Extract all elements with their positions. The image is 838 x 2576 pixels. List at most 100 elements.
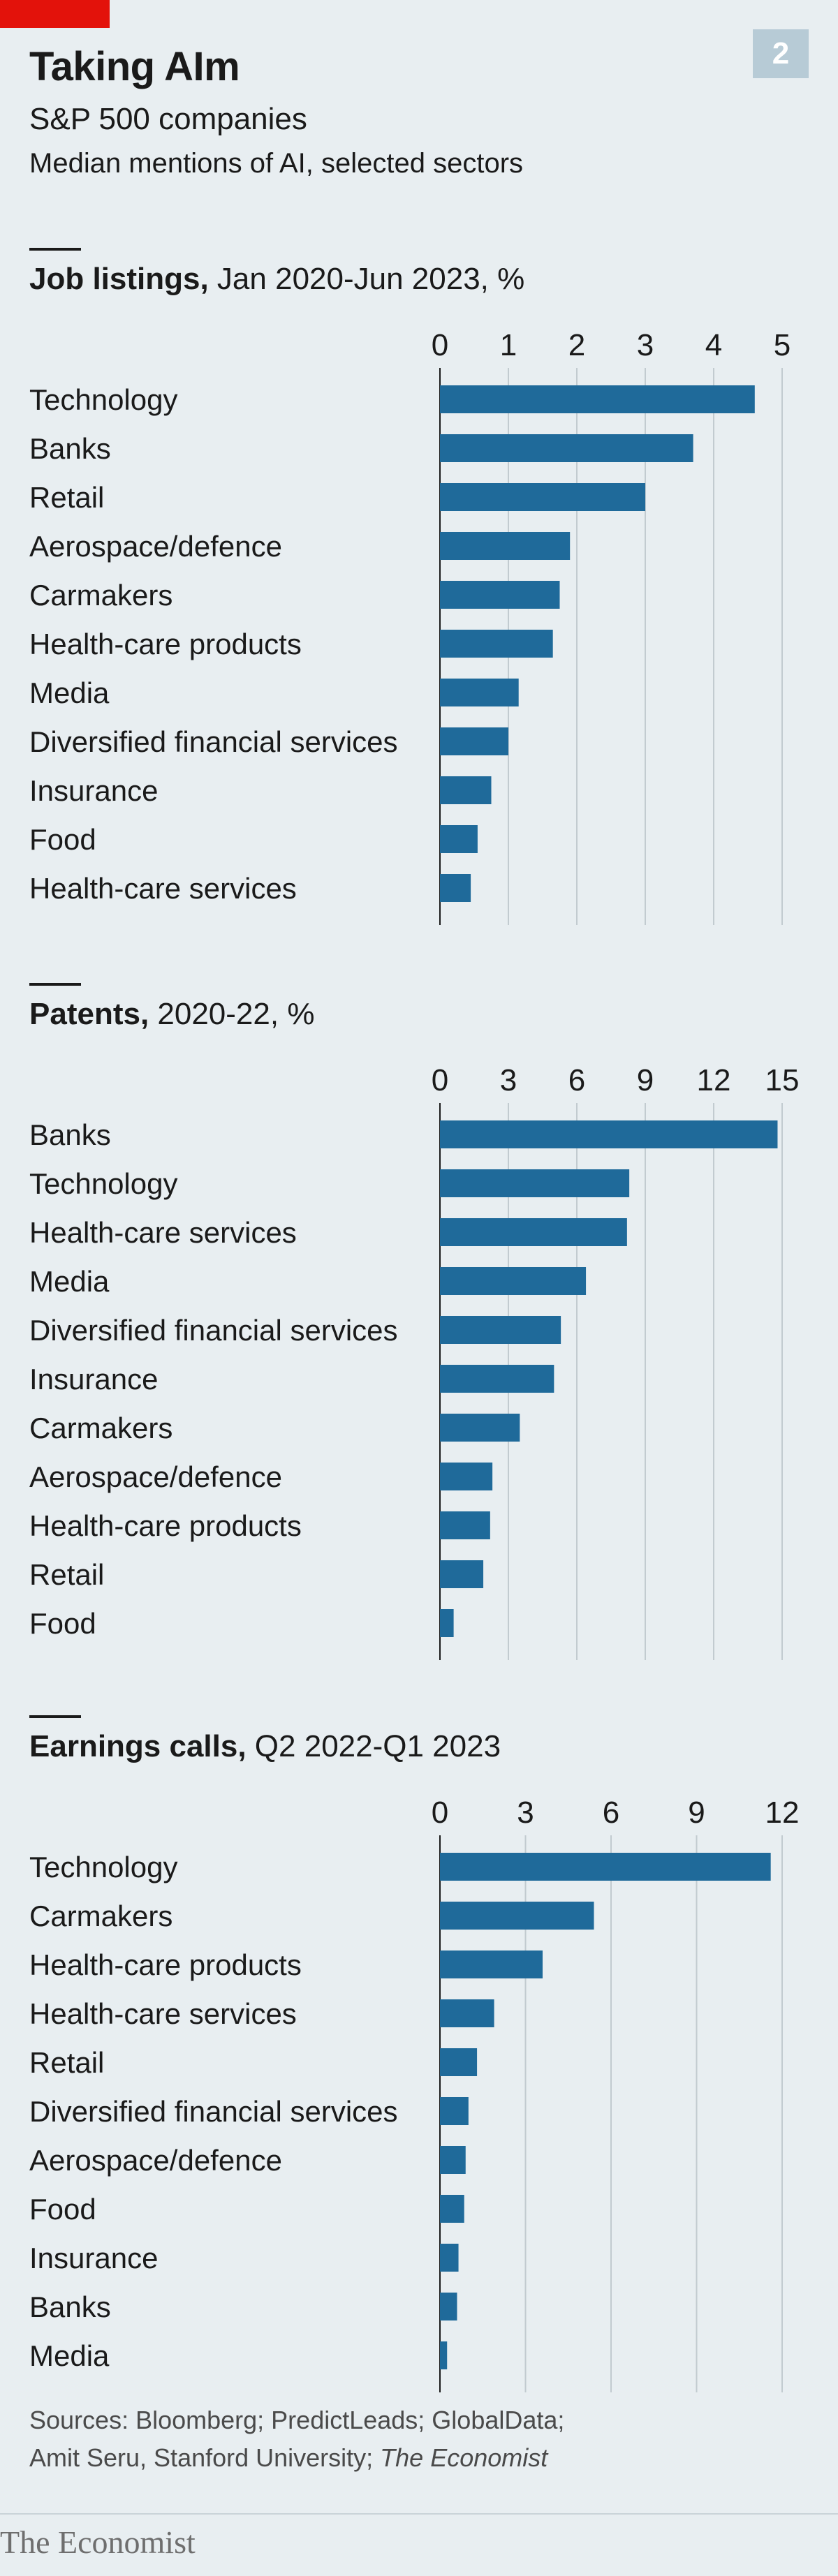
panel-title: Earnings calls, Q2 2022-Q1 2023 <box>29 1729 501 1764</box>
bar <box>440 1999 494 2027</box>
bar <box>440 2244 459 2272</box>
category-label: Food <box>29 2193 96 2226</box>
category-label: Media <box>29 1265 110 1298</box>
panel-rule <box>29 983 81 986</box>
category-label: Technology <box>29 383 177 416</box>
bar <box>440 2195 464 2223</box>
x-tick-label: 1 <box>500 328 517 362</box>
x-tick-label: 12 <box>765 1796 800 1830</box>
bar <box>440 2146 466 2174</box>
bar <box>440 1120 778 1148</box>
chart-subtitle: S&P 500 companies <box>29 102 307 136</box>
category-label: Aerospace/defence <box>29 1460 282 1493</box>
x-tick-label: 3 <box>517 1796 534 1830</box>
bar-chart-2: 0 3 6 9 12 15 Banks Technology Health-care servi… <box>29 1063 800 1660</box>
x-tick-label: 0 <box>432 328 448 362</box>
x-tick-label: 9 <box>637 1063 654 1097</box>
bar <box>440 1902 594 1930</box>
bar <box>440 385 755 413</box>
source-line-1: Sources: Bloomberg; PredictLeads; Global… <box>29 2406 565 2434</box>
panel-title-suffix: Jan 2020-Jun 2023, % <box>208 262 525 296</box>
category-label: Insurance <box>29 1363 158 1396</box>
bar <box>440 1853 771 1881</box>
x-tick-label: 3 <box>500 1063 517 1097</box>
chart-number-badge: 2 <box>753 29 809 78</box>
bar <box>440 776 492 804</box>
bar <box>440 630 553 658</box>
bar <box>440 1267 587 1295</box>
bar <box>440 1169 630 1197</box>
bar <box>440 2048 478 2076</box>
category-label: Carmakers <box>29 1900 172 1932</box>
bar <box>440 1365 554 1393</box>
x-tick-label: 3 <box>637 328 654 362</box>
category-label: Diversified financial services <box>29 1314 398 1347</box>
category-label: Banks <box>29 2290 111 2323</box>
panel-title-main: Patents, <box>29 997 149 1031</box>
category-label: Health-care services <box>29 872 297 905</box>
bar <box>440 1950 543 1978</box>
category-label: Diversified financial services <box>29 725 398 758</box>
x-tick-label: 6 <box>603 1796 619 1830</box>
x-tick-label: 4 <box>705 328 722 362</box>
bar <box>440 1316 561 1344</box>
category-label: Technology <box>29 1167 177 1200</box>
panel-rule <box>29 1715 81 1718</box>
x-tick-label: 5 <box>774 328 791 362</box>
category-label: Carmakers <box>29 1412 172 1444</box>
category-label: Carmakers <box>29 579 172 612</box>
panel-title: Patents, 2020-22, % <box>29 997 314 1032</box>
bar <box>440 483 645 511</box>
x-tick-label: 9 <box>688 1796 705 1830</box>
category-label: Retail <box>29 481 104 514</box>
bar <box>440 825 478 853</box>
category-label: Technology <box>29 1851 177 1883</box>
bar <box>440 1463 493 1490</box>
x-tick-label: 0 <box>432 1796 448 1830</box>
category-label: Health-care services <box>29 1216 297 1249</box>
bar <box>440 1414 520 1442</box>
category-label: Retail <box>29 1558 104 1591</box>
category-label: Health-care products <box>29 1948 302 1981</box>
x-tick-label: 12 <box>697 1063 731 1097</box>
bar <box>440 532 571 560</box>
bar <box>440 2293 457 2320</box>
category-label: Media <box>29 2339 110 2372</box>
panel-title-suffix: Q2 2022-Q1 2023 <box>246 1729 501 1763</box>
bar <box>440 1511 490 1539</box>
source-line-2: Amit Seru, Stanford University; The Econ… <box>29 2439 564 2477</box>
bar <box>440 2341 448 2369</box>
category-label: Food <box>29 823 96 856</box>
chart-description: Median mentions of AI, selected sectors <box>29 148 524 179</box>
panel-title-main: Job listings, <box>29 262 209 296</box>
economist-logo: The Economist <box>0 2524 196 2560</box>
bar <box>440 2097 469 2125</box>
bar-chart-3: 0 3 6 9 12 Technology Carmakers Health-care pro… <box>29 1796 800 2392</box>
category-label: Media <box>29 676 110 709</box>
category-label: Insurance <box>29 774 158 807</box>
x-tick-label: 0 <box>432 1063 448 1097</box>
brand-red-tag <box>0 0 110 28</box>
category-label: Aerospace/defence <box>29 530 282 563</box>
source-line-2-text: Amit Seru, Stanford University; <box>29 2443 381 2472</box>
x-tick-label: 15 <box>765 1063 800 1097</box>
bar <box>440 434 693 462</box>
panel-title-main: Earnings calls, <box>29 1729 247 1763</box>
source-line-2-italic: The Economist <box>380 2443 548 2472</box>
bar <box>440 727 508 755</box>
footer-divider <box>0 2513 838 2515</box>
category-label: Food <box>29 1607 96 1640</box>
category-label: Retail <box>29 2046 104 2079</box>
panel-title: Job listings, Jan 2020-Jun 2023, % <box>29 262 524 297</box>
category-label: Banks <box>29 432 111 465</box>
category-label: Health-care services <box>29 1997 297 2030</box>
panel-rule <box>29 248 81 251</box>
category-label: Aerospace/defence <box>29 2144 282 2177</box>
x-tick-label: 2 <box>568 328 585 362</box>
x-tick-label: 6 <box>568 1063 585 1097</box>
source-note: Sources: Bloomberg; PredictLeads; Global… <box>29 2401 564 2477</box>
category-label: Banks <box>29 1118 111 1151</box>
bar <box>440 1218 627 1246</box>
category-label: Health-care products <box>29 1509 302 1542</box>
category-label: Diversified financial services <box>29 2095 398 2128</box>
